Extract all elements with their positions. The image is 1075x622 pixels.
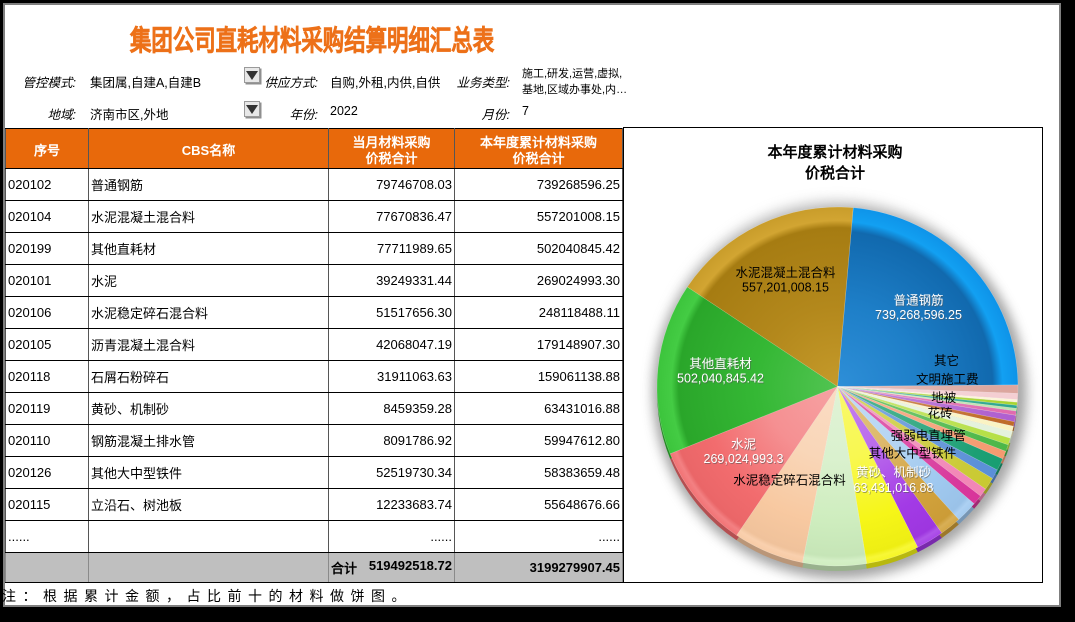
svg-text:502,040,845.42: 502,040,845.42 (677, 371, 764, 385)
svg-text:黄砂、机制砂: 黄砂、机制砂 (856, 466, 931, 480)
svg-text:普通钢筋: 普通钢筋 (894, 293, 944, 308)
svg-text:地被: 地被 (931, 391, 957, 405)
svg-text:63,431,016.88: 63,431,016.88 (854, 481, 934, 495)
svg-text:269,024,993.3: 269,024,993.3 (703, 452, 783, 466)
svg-text:花砖: 花砖 (927, 405, 952, 420)
svg-text:557,201,008.15: 557,201,008.15 (742, 280, 829, 294)
svg-text:强弱电直埋管: 强弱电直埋管 (890, 428, 965, 443)
svg-text:63,431,016.88: 63,431,016.88 (853, 481, 933, 495)
svg-text:黄砂、机制砂: 黄砂、机制砂 (855, 465, 930, 479)
svg-text:水泥稳定碎石混合料: 水泥稳定碎石混合料 (733, 472, 846, 487)
svg-text:水泥混凝土混合料: 水泥混凝土混合料 (735, 265, 836, 280)
svg-text:水泥: 水泥 (730, 437, 755, 451)
svg-text:739,268,596.25: 739,268,596.25 (875, 308, 962, 322)
svg-text:其他直耗材: 其他直耗材 (689, 357, 752, 371)
svg-text:文明施工费: 文明施工费 (915, 371, 978, 386)
svg-text:269,024,993.3: 269,024,993.3 (704, 452, 784, 466)
svg-text:水泥: 水泥 (731, 438, 756, 452)
svg-text:普通钢筋: 普通钢筋 (893, 292, 943, 307)
svg-text:其他大中型铁件: 其他大中型铁件 (868, 445, 956, 460)
svg-text:502,040,845.42: 502,040,845.42 (677, 372, 764, 386)
svg-text:其它: 其它 (933, 353, 958, 368)
svg-text:739,268,596.25: 739,268,596.25 (875, 308, 962, 322)
svg-text:其他直耗材: 其他直耗材 (690, 357, 753, 371)
